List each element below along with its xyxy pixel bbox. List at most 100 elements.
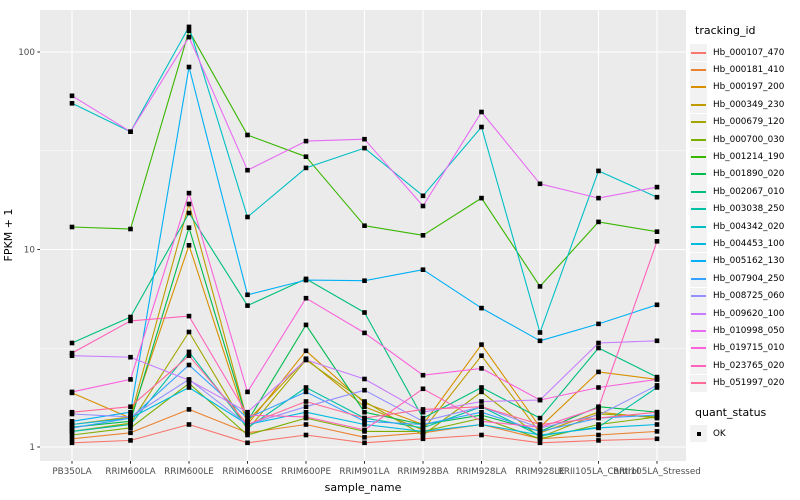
data-point [128,377,133,382]
data-point [362,440,367,446]
data-point [69,422,75,427]
legend-item-Hb_002067_010: Hb_002067_010 [690,183,800,201]
data-point [654,302,660,308]
data-point [596,168,601,174]
data-point [479,389,484,395]
legend-items-tracking-id: Hb_000107_470 Hb_000181_410 Hb_000197_200 H… [690,44,800,392]
data-point [128,314,133,320]
panel-background [40,10,686,461]
data-point [186,362,192,368]
legend-item-Hb_000181_410: Hb_000181_410 [690,61,800,79]
x-tick-label: RRIM600SE [222,467,272,477]
x-tick-label: RRIM600PE [281,467,331,477]
legend-key-line-icon [690,357,707,375]
data-point [186,225,192,230]
legend-key-line-icon [690,78,707,96]
data-point [537,338,543,344]
data-point [303,322,309,328]
data-point [362,330,367,336]
data-point [69,429,75,434]
data-point [537,181,543,187]
legend-item-Hb_000197_200: Hb_000197_200 [690,78,800,96]
data-point [654,184,660,190]
x-tick-label: PB350LA [52,467,91,477]
legend-key-line-icon [690,131,707,149]
data-point [69,389,75,395]
data-point [69,419,75,424]
data-point [596,345,601,351]
legend-item-Hb_000700_030: Hb_000700_030 [690,131,800,149]
data-point [479,404,484,409]
data-point [69,101,75,106]
data-point [479,342,484,347]
legend-key-line-icon [690,165,707,183]
data-point [245,132,250,138]
x-tick-label: RRIM928LE [515,467,565,477]
legend-key-line-icon [690,287,707,305]
legend-key-line-icon [690,322,707,340]
data-point [596,412,601,418]
legend-item-label: Hb_019715_010 [713,343,785,354]
data-point [186,407,192,412]
data-point [245,214,250,220]
data-point [303,432,309,438]
data-point [303,414,309,420]
x-tick-label: RRIM600LA [105,467,155,477]
data-point [303,165,309,171]
legend-key-line-icon [690,218,707,236]
data-point [128,414,133,420]
data-point [69,436,75,442]
data-point [303,404,309,409]
legend-item-label: Hb_010998_050 [713,325,785,336]
data-point [654,194,660,200]
data-point [654,239,660,244]
data-point [479,399,484,404]
data-point [69,353,75,358]
data-point [479,353,484,358]
y-tick-label: 10 [24,246,36,256]
data-point [186,64,192,70]
data-point [128,409,133,415]
legend-item-label: Hb_002067_010 [713,186,785,197]
data-point [420,203,426,209]
data-point [69,409,75,415]
legend-item-label: Hb_008725_060 [713,291,785,302]
data-point [362,409,367,415]
data-point [654,377,660,382]
legend-key-line-icon [690,113,707,131]
data-point [186,385,192,390]
data-point [420,429,426,434]
data-point [245,425,250,431]
data-point [303,138,309,144]
legend-item-label: Hb_003038_250 [713,204,785,215]
data-point [303,422,309,427]
legend-key-line-icon [690,96,707,114]
data-point [537,330,543,335]
data-point [654,338,660,344]
data-point [362,387,367,393]
data-point [596,340,601,346]
data-point [303,348,309,354]
data-point [537,422,543,427]
data-point [537,440,543,446]
legend-item-Hb_051997_020: Hb_051997_020 [690,374,800,392]
data-point [245,303,250,308]
data-point [479,432,484,438]
legend-item-label: Hb_000107_470 [713,47,785,58]
legend-key-point-icon [690,425,707,442]
data-point [186,24,192,30]
data-point [596,405,601,411]
legend: tracking_id Hb_000107_470 Hb_000181_410 Hb… [690,24,800,442]
data-point [420,422,426,427]
data-point [479,366,484,371]
data-point [245,419,250,424]
data-point [303,295,309,301]
data-point [362,415,367,421]
y-tick-label: 1 [29,443,35,453]
data-point [654,229,660,234]
data-point [186,329,192,335]
data-point [420,415,426,421]
data-point [420,193,426,199]
legend-item-quant-OK: OK [690,425,800,442]
